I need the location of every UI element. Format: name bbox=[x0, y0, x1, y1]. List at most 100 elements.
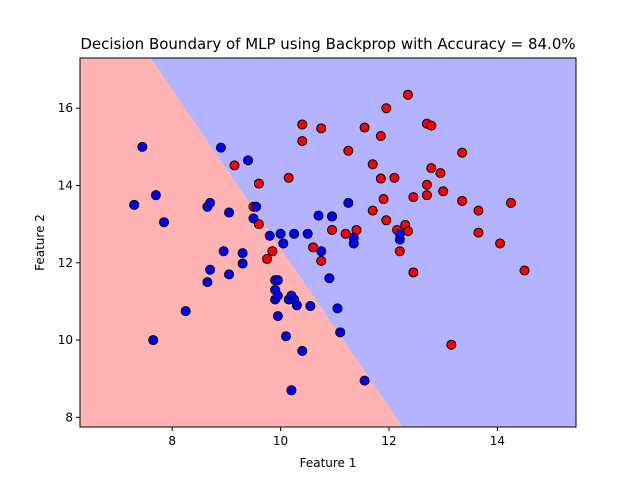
point-series1-46 bbox=[495, 238, 506, 249]
point-series2-13 bbox=[224, 207, 235, 218]
y-tick-label-16: 16 bbox=[58, 101, 73, 115]
point-series2-5 bbox=[159, 217, 170, 228]
point-series1-9 bbox=[297, 136, 308, 147]
point-series2-17 bbox=[243, 155, 254, 166]
point-series1-30 bbox=[402, 89, 413, 100]
point-series2-27 bbox=[278, 238, 289, 249]
y-tick-label-14: 14 bbox=[58, 179, 73, 193]
point-series1-31 bbox=[402, 226, 413, 237]
point-series1-41 bbox=[446, 339, 457, 350]
point-series2-35 bbox=[291, 300, 302, 311]
point-series2-8 bbox=[205, 197, 216, 208]
x-axis-ticks: 8 10 12 14 bbox=[168, 427, 505, 448]
data-points bbox=[129, 89, 530, 396]
point-series1-18 bbox=[359, 122, 370, 133]
point-series2-20 bbox=[264, 230, 275, 241]
point-series1-33 bbox=[408, 192, 419, 203]
point-series2-38 bbox=[305, 301, 316, 312]
y-tick-label-10: 10 bbox=[58, 333, 73, 347]
point-series2-50 bbox=[394, 228, 405, 239]
y-axis-ticks: 8 10 12 14 16 bbox=[58, 101, 80, 424]
point-series2-3 bbox=[148, 335, 159, 346]
point-series2-24 bbox=[272, 275, 283, 286]
point-series2-15 bbox=[237, 248, 248, 259]
point-series1-42 bbox=[457, 147, 468, 158]
point-series1-47 bbox=[505, 197, 516, 208]
x-tick-label-10: 10 bbox=[273, 434, 288, 448]
point-series1-6 bbox=[267, 246, 278, 257]
point-series2-48 bbox=[359, 375, 370, 386]
y-tick-label-12: 12 bbox=[58, 256, 73, 270]
point-series2-42 bbox=[327, 211, 338, 222]
point-series1-38 bbox=[426, 163, 437, 174]
point-series1-35 bbox=[421, 179, 432, 190]
x-tick-label-8: 8 bbox=[168, 434, 176, 448]
x-tick-label-14: 14 bbox=[490, 434, 505, 448]
point-series2-6 bbox=[180, 306, 191, 317]
point-series2-9 bbox=[202, 277, 213, 288]
point-series2-36 bbox=[297, 345, 308, 356]
point-series1-16 bbox=[343, 145, 354, 156]
point-series1-26 bbox=[389, 172, 400, 183]
point-series1-37 bbox=[426, 120, 437, 131]
point-series2-10 bbox=[205, 264, 216, 275]
point-series1-15 bbox=[340, 228, 351, 239]
point-series1-43 bbox=[457, 195, 468, 206]
point-series1-22 bbox=[375, 173, 386, 184]
point-series1-32 bbox=[408, 267, 419, 278]
point-series2-43 bbox=[332, 303, 343, 314]
point-series2-1 bbox=[129, 199, 140, 210]
point-series2-44 bbox=[335, 327, 346, 338]
point-series2-19 bbox=[251, 201, 262, 212]
x-axis-label: Feature 1 bbox=[300, 456, 357, 470]
point-series1-20 bbox=[367, 205, 378, 216]
point-series1-23 bbox=[378, 194, 389, 205]
point-series2-28 bbox=[272, 311, 283, 322]
point-series1-12 bbox=[327, 224, 338, 235]
point-series1-28 bbox=[394, 246, 405, 257]
point-series2-32 bbox=[286, 385, 297, 396]
y-tick-label-8: 8 bbox=[65, 410, 73, 424]
point-series2-33 bbox=[289, 228, 300, 239]
y-axis-label: Feature 2 bbox=[33, 214, 47, 271]
point-series1-45 bbox=[473, 227, 484, 238]
point-series2-14 bbox=[224, 269, 235, 280]
point-series1-44 bbox=[473, 205, 484, 216]
point-series2-39 bbox=[313, 210, 324, 221]
point-series1-39 bbox=[435, 168, 446, 179]
point-series2-4 bbox=[150, 190, 161, 201]
point-series1-7 bbox=[283, 172, 294, 183]
point-series2-16 bbox=[237, 258, 248, 269]
x-tick-label-12: 12 bbox=[381, 434, 396, 448]
decision-regions bbox=[80, 58, 576, 427]
point-series1-25 bbox=[381, 215, 392, 226]
chart-title: Decision Boundary of MLP using Backprop … bbox=[80, 35, 575, 53]
point-series1-36 bbox=[421, 190, 432, 201]
point-series2-12 bbox=[218, 246, 229, 257]
point-series2-11 bbox=[215, 142, 226, 153]
point-series2-26 bbox=[272, 290, 283, 301]
point-series1-10 bbox=[316, 123, 327, 134]
point-series2-37 bbox=[302, 228, 313, 239]
point-series1-48 bbox=[519, 265, 530, 276]
point-series1-5 bbox=[262, 253, 273, 264]
point-series1-21 bbox=[375, 131, 386, 142]
point-series2-47 bbox=[348, 238, 359, 249]
point-series1-2 bbox=[253, 178, 264, 189]
point-series1-19 bbox=[367, 159, 378, 170]
plot-frame bbox=[79, 57, 577, 428]
point-series2-40 bbox=[316, 246, 327, 257]
decision-region-left bbox=[80, 58, 403, 427]
point-series2-45 bbox=[343, 197, 354, 208]
point-series1-24 bbox=[381, 103, 392, 114]
point-series2-29 bbox=[280, 331, 291, 342]
point-series2-18 bbox=[248, 213, 259, 224]
point-series1-8 bbox=[297, 119, 308, 130]
point-series2-2 bbox=[137, 141, 148, 152]
point-series1-13 bbox=[308, 242, 319, 253]
point-series2-25 bbox=[275, 228, 286, 239]
point-series1-1 bbox=[229, 160, 240, 171]
point-series1-14 bbox=[316, 255, 327, 266]
